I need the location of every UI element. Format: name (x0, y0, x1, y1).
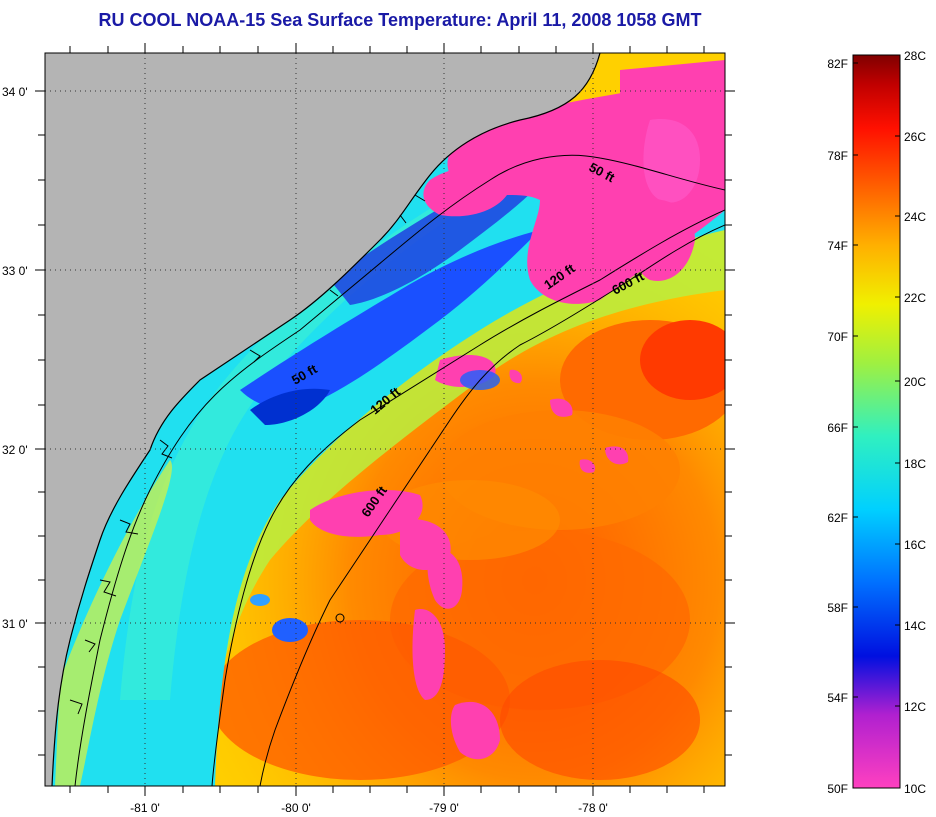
cb-f-label-70: 70F (827, 330, 848, 344)
colorbar-ticks (853, 54, 900, 707)
coastline (51, 53, 601, 786)
land-mass (45, 53, 600, 786)
map-panel (45, 53, 725, 786)
cb-f-label-78: 78F (827, 149, 848, 163)
lon-label-80: -80 0' (281, 801, 311, 815)
colorbar-frame (852, 54, 901, 789)
shelf-water-mid (120, 120, 620, 700)
cb-c-label-26: 26C (904, 130, 926, 144)
cb-c-label-16: 16C (904, 538, 926, 552)
cb-c-label-28: 28C (904, 49, 926, 63)
lon-label-81: -81 0' (130, 801, 160, 815)
cb-c-label-10: 10C (904, 782, 926, 796)
cb-f-label-74: 74F (827, 239, 848, 253)
lat-lon-grid (45, 53, 725, 786)
colorbar (852, 54, 901, 789)
lat-label-31: 31 0' (2, 617, 28, 631)
lat-label-32: 32 0' (2, 443, 28, 457)
lat-label-33: 33 0' (2, 264, 28, 278)
lon-label-79: -79 0' (429, 801, 459, 815)
cb-c-label-18: 18C (904, 457, 926, 471)
colorbar-gradient (853, 55, 900, 788)
cb-f-label-58: 58F (827, 601, 848, 615)
isobath-120ft-line (211, 209, 725, 786)
map-title: RU COOL NOAA-15 Sea Surface Temperature:… (98, 10, 702, 30)
coastal-marsh-lines (69, 194, 426, 715)
cb-c-label-14: 14C (904, 619, 926, 633)
cb-c-label-22: 22C (904, 291, 926, 305)
cb-f-label-54: 54F (827, 691, 848, 705)
isobath-600ft-line (259, 224, 725, 786)
station-marker (335, 613, 345, 623)
cb-c-label-20: 20C (904, 375, 926, 389)
cool-nearshore-band-3 (250, 388, 330, 425)
lat-label-34: 34 0' (2, 85, 28, 99)
cb-f-label-66: 66F (827, 421, 848, 435)
cb-c-label-24: 24C (904, 210, 926, 224)
cb-f-label-50: 50F (827, 782, 848, 796)
cool-nearshore-band (240, 230, 540, 409)
warm-water-patches (210, 320, 725, 780)
cb-f-label-62: 62F (827, 511, 848, 525)
coastal-warm-strip (55, 460, 172, 786)
cb-c-label-12: 12C (904, 700, 926, 714)
isobath-50ft-line (74, 154, 725, 786)
cb-f-label-82: 82F (827, 57, 848, 71)
cold-cloud-patches (88, 60, 725, 760)
map-frame (44, 52, 726, 787)
map-ticks (35, 43, 735, 796)
lon-label-78: -78 0' (578, 801, 608, 815)
